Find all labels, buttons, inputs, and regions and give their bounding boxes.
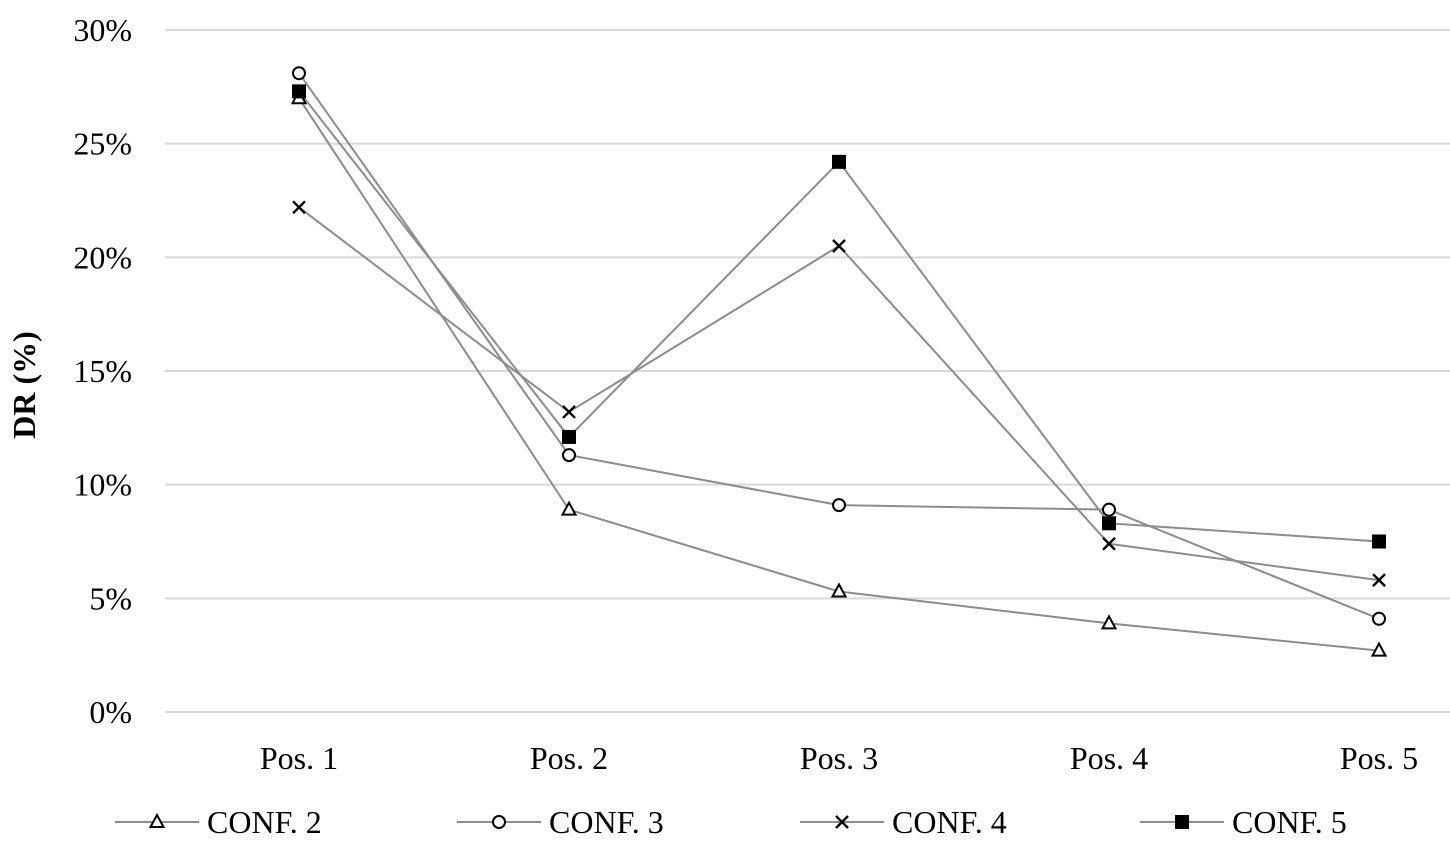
- x-tick-label: Pos. 5: [1340, 740, 1418, 776]
- data-point: [1102, 502, 1116, 517]
- legend-item: CONF. 3: [457, 804, 664, 840]
- data-point: [832, 498, 846, 513]
- legend-marker: [492, 815, 506, 829]
- data-point: [1100, 614, 1118, 630]
- data-point: [292, 84, 306, 99]
- legend-label: CONF. 4: [892, 804, 1007, 840]
- data-point: [1370, 641, 1388, 657]
- legend-label: CONF. 2: [207, 804, 322, 840]
- legend-marker: [835, 815, 849, 829]
- legend-marker: [148, 812, 166, 828]
- y-tick-labels: 0% 5% 10% 15% 20% 25% 30%: [73, 12, 132, 730]
- data-point: [1102, 536, 1116, 551]
- gridlines: [165, 29, 1450, 713]
- x-tick-label: Pos. 2: [530, 740, 608, 776]
- y-axis-label: DR (%): [6, 331, 42, 439]
- series-line: [298, 97, 1380, 652]
- data-point: [1372, 611, 1386, 626]
- data-point: [292, 200, 306, 215]
- data-point: [560, 500, 578, 516]
- y-tick-label: 30%: [73, 12, 132, 48]
- series-markers: [290, 66, 1388, 657]
- legend-marker: [1175, 815, 1189, 829]
- data-point: [1372, 573, 1386, 587]
- legend-label: CONF. 5: [1232, 804, 1347, 840]
- x-tick-label: Pos. 3: [800, 740, 878, 776]
- legend-item: CONF. 2: [115, 804, 322, 840]
- y-tick-label: 10%: [73, 467, 132, 503]
- x-tick-label: Pos. 4: [1070, 740, 1148, 776]
- y-tick-label: 25%: [73, 126, 132, 162]
- data-point: [292, 66, 306, 81]
- y-tick-label: 20%: [73, 239, 132, 275]
- legend: CONF. 2 CONF. 3 CONF. 4 CONF. 5: [115, 804, 1347, 840]
- series-line: [298, 206, 1380, 582]
- data-point: [832, 154, 846, 169]
- legend-item: CONF. 5: [1140, 804, 1347, 840]
- x-tick-label: Pos. 1: [260, 740, 338, 776]
- data-point: [1102, 516, 1116, 531]
- legend-label: CONF. 3: [549, 804, 664, 840]
- data-point: [830, 582, 848, 598]
- y-tick-label: 5%: [89, 580, 132, 616]
- y-tick-label: 0%: [89, 694, 132, 730]
- data-point: [562, 429, 576, 444]
- data-point: [562, 448, 576, 463]
- legend-item: CONF. 4: [800, 804, 1007, 840]
- data-point: [1372, 534, 1386, 549]
- y-tick-label: 15%: [73, 353, 132, 389]
- data-point: [832, 239, 846, 253]
- x-tick-labels: Pos. 1 Pos. 2 Pos. 3 Pos. 4 Pos. 5: [260, 740, 1418, 776]
- data-point: [562, 405, 576, 419]
